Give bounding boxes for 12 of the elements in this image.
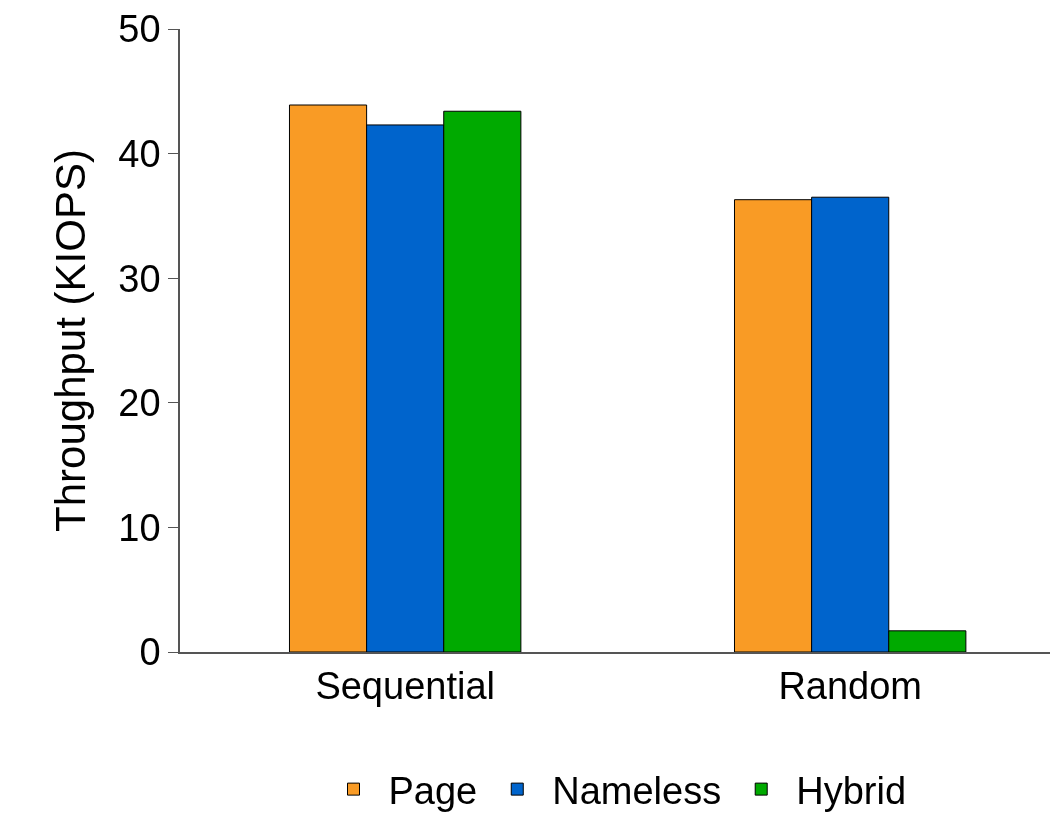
x-tick-label: Random (778, 665, 923, 708)
y-tick-label: 40 (118, 132, 161, 175)
y-tick-label: 50 (118, 8, 161, 51)
legend-label: Hybrid (796, 769, 907, 812)
y-tick-label: 0 (139, 631, 161, 674)
y-tick-label: 10 (118, 506, 161, 549)
y-tick-label: 20 (118, 382, 161, 425)
legend-label: Page (388, 769, 478, 812)
x-tick-label: Sequential (315, 665, 495, 708)
y-axis-title: Throughput (KIOPS) (46, 149, 94, 532)
legend-label: Nameless (552, 769, 722, 812)
y-tick-label: 30 (118, 257, 161, 300)
